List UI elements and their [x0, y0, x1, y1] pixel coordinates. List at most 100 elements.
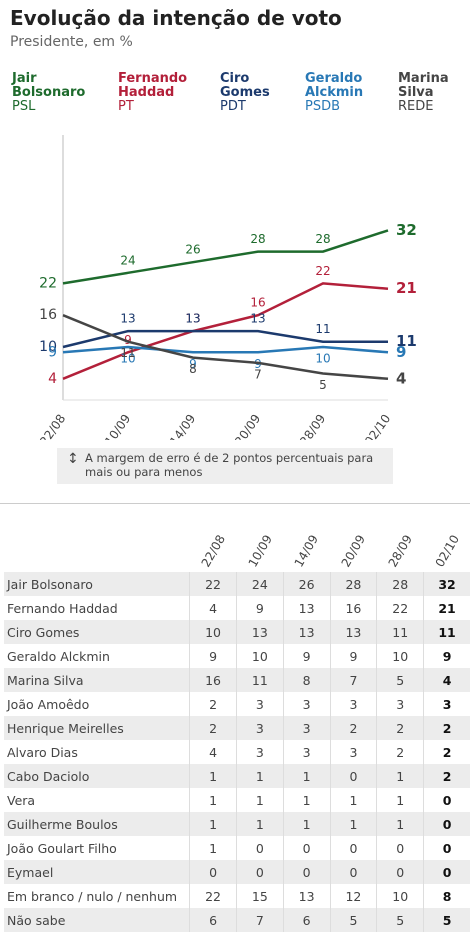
cell: 11	[376, 620, 424, 644]
data-label: 10	[315, 352, 330, 366]
line	[62, 345, 389, 354]
cell: 2	[376, 716, 424, 740]
column-label: 20/09	[338, 532, 369, 570]
cell: 1	[282, 764, 331, 788]
cell: 1	[189, 812, 237, 836]
cell: 0	[329, 836, 377, 860]
cell: 1	[235, 764, 284, 788]
data-label: 11	[120, 346, 135, 360]
data-label: 8	[189, 362, 197, 376]
cell: 4	[423, 668, 470, 692]
line	[62, 282, 389, 380]
row-name: Jair Bolsonaro	[4, 572, 190, 596]
data-label: 13	[185, 312, 200, 326]
x-tick-label: 14/09	[167, 412, 198, 440]
cell: 6	[189, 908, 237, 932]
cell: 3	[235, 740, 284, 764]
line	[62, 314, 389, 381]
cell: 1	[189, 788, 237, 812]
legend-item: Geraldo Alckmin PSDB	[305, 72, 385, 114]
x-tick-label: 20/09	[232, 412, 263, 440]
row-name: Cabo Daciolo	[4, 764, 190, 788]
data-label: 16	[250, 296, 265, 310]
x-tick-label: 02/10	[362, 412, 393, 440]
header-cell: 14/09	[283, 510, 330, 572]
cell: 0	[423, 860, 470, 884]
cell: 16	[189, 668, 237, 692]
data-table: 22/08 10/09 14/09 20/09 28/09 02/10 Jair Bolso…	[4, 510, 470, 932]
data-label: 16	[39, 307, 57, 323]
x-tick-label: 22/08	[37, 412, 68, 440]
x-tick-label: 28/09	[297, 412, 328, 440]
cell: 9	[423, 644, 470, 668]
chart-subtitle: Presidente, em %	[10, 34, 133, 50]
cell: 1	[376, 812, 424, 836]
column-label: 10/09	[245, 532, 275, 570]
cell: 0	[423, 836, 470, 860]
cell: 22	[189, 884, 237, 908]
legend-party: PT	[118, 99, 134, 114]
cell: 2	[423, 740, 470, 764]
cell: 2	[329, 716, 377, 740]
cell: 0	[423, 788, 470, 812]
legend-name: Marina Silva	[398, 71, 449, 100]
table-row: Jair Bolsonaro 22 24 26 28 28 32	[4, 572, 470, 596]
data-label: 7	[254, 367, 262, 381]
row-name: Vera	[7, 792, 36, 808]
table-row: Geraldo Alckmin 9 10 9 9 10 9	[4, 644, 470, 668]
table-row: Ciro Gomes 10 13 13 13 11 11	[4, 620, 470, 644]
cell: 13	[235, 620, 284, 644]
cell: 5	[376, 908, 424, 932]
cell: 1	[235, 812, 284, 836]
cell: 15	[235, 884, 284, 908]
table-row: Fernando Haddad 4 9 13 16 22 21	[4, 596, 470, 620]
data-label: 26	[185, 243, 200, 257]
cell: 1	[376, 788, 424, 812]
row-name: Em branco / nulo / nenhum	[7, 888, 178, 904]
cell: 22	[376, 596, 424, 620]
cell: 13	[282, 596, 331, 620]
data-label: 11	[315, 322, 330, 336]
cell: 7	[329, 668, 377, 692]
data-label: 9	[396, 343, 406, 361]
chart-title: Evolução da intenção de voto	[10, 6, 342, 30]
row-name: João Goulart Filho	[7, 840, 117, 856]
data-label: 24	[120, 253, 135, 267]
cell: 16	[329, 596, 377, 620]
cell: 3	[235, 692, 284, 716]
cell: 13	[282, 884, 331, 908]
row-name: Marina Silva	[4, 668, 190, 692]
cell: 3	[376, 692, 424, 716]
cell: 0	[235, 860, 284, 884]
line	[62, 229, 389, 285]
cell: 4	[189, 596, 237, 620]
cell: 5	[329, 908, 377, 932]
cell: 9	[189, 644, 237, 668]
data-label: 11	[396, 332, 417, 350]
data-label: 22	[315, 264, 330, 278]
cell: 10	[235, 644, 284, 668]
x-tick-label: 10/09	[102, 412, 133, 440]
row-name: Geraldo Alckmin	[7, 648, 110, 664]
table-row: Guilherme Boulos 1 1 1 1 1 0	[4, 812, 470, 836]
legend-name: Jair Bolsonaro	[12, 71, 86, 100]
cell: 3	[329, 692, 377, 716]
cell: 9	[329, 644, 377, 668]
cell: 7	[235, 908, 284, 932]
data-label: 32	[396, 221, 417, 239]
legend-name: Fernando Haddad	[118, 71, 188, 100]
cell: 0	[423, 812, 470, 836]
table-row: João Amoêdo 2 3 3 3 3 3	[4, 692, 470, 716]
table-row: Marina Silva 16 11 8 7 5 4	[4, 668, 470, 692]
cell: 0	[189, 860, 237, 884]
cell: 32	[423, 572, 470, 596]
line	[62, 329, 388, 349]
cell: 1	[329, 812, 377, 836]
header-cell: 20/09	[330, 510, 377, 572]
cell: 0	[282, 836, 331, 860]
data-label: 5	[319, 378, 327, 392]
legend-party: REDE	[398, 99, 434, 114]
cell: 3	[282, 740, 331, 764]
cell: 28	[329, 572, 377, 596]
